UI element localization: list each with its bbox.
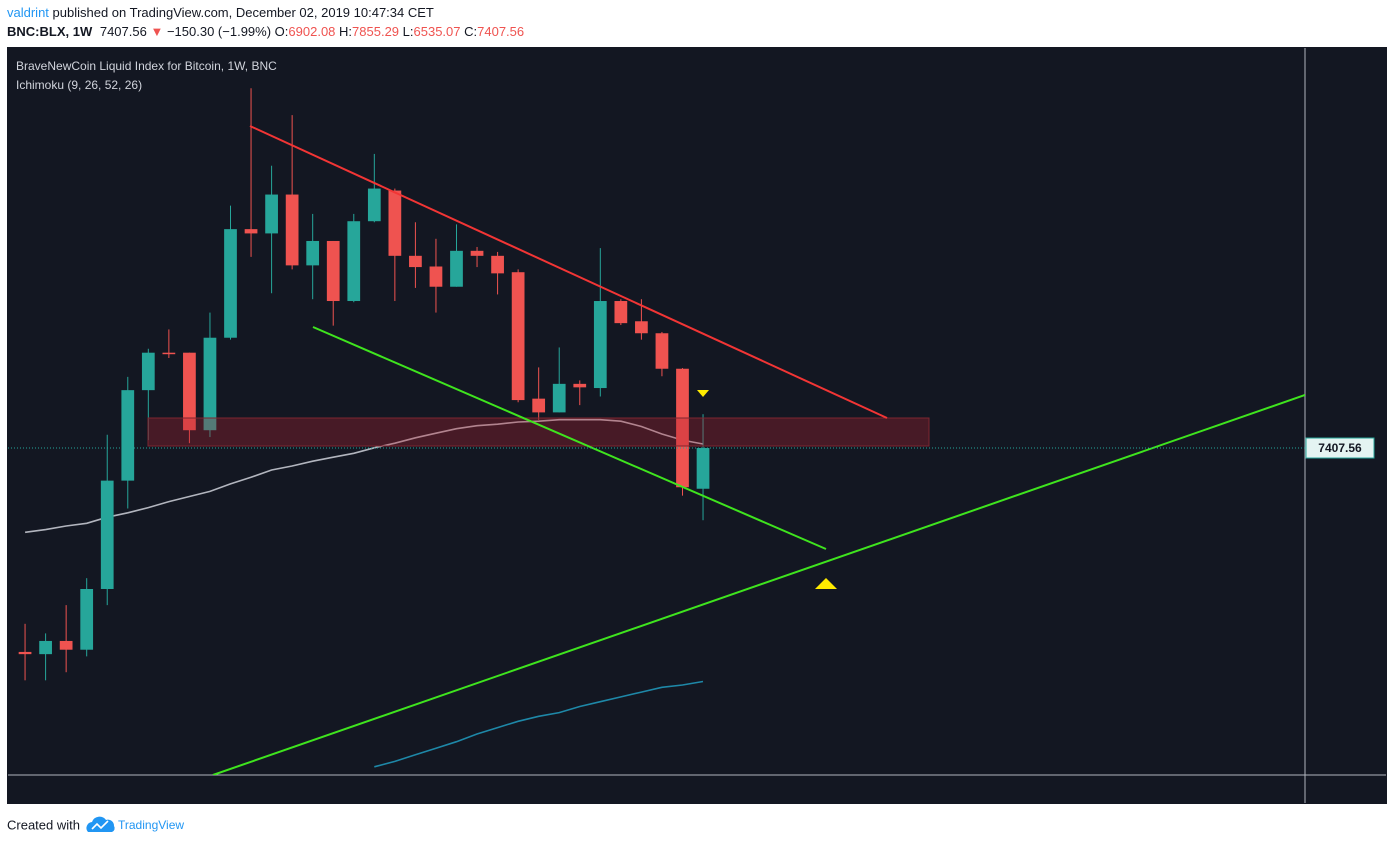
arrow-down[interactable]: [697, 390, 709, 397]
candle-body: [224, 229, 237, 338]
symbol: BNC:BLX, 1W: [7, 24, 93, 39]
candle-body: [203, 337, 217, 431]
close-label: C:: [464, 24, 477, 39]
candle-body: [409, 255, 422, 268]
chart-background: [7, 47, 1387, 804]
resistance-zone[interactable]: [147, 417, 930, 447]
candle-body: [614, 301, 628, 324]
candle-body: [450, 250, 463, 287]
plot: [18, 88, 710, 768]
tradingview-logo: [86, 816, 115, 832]
candle-body: [676, 368, 689, 488]
candle-body: [573, 383, 587, 388]
axis-overlay: 7407.56: [8, 437, 1375, 459]
candle-body: [59, 640, 73, 650]
close-value: 7407.56: [477, 24, 524, 39]
candle-body: [244, 229, 258, 234]
brand[interactable]: TradingView: [118, 818, 184, 832]
open-label: O:: [275, 24, 289, 39]
candle-body: [100, 480, 114, 589]
candle-body: [367, 188, 381, 222]
chart-title: BraveNewCoin Liquid Index for Bitcoin, 1…: [16, 59, 277, 73]
channel-support[interactable]: [312, 326, 827, 550]
high-value: 7855.29: [352, 24, 399, 39]
long-term-support[interactable]: [212, 394, 1305, 775]
candle-body: [183, 352, 196, 431]
candle-body: [491, 255, 504, 274]
candle-body: [696, 448, 710, 489]
candle-body: [552, 383, 566, 413]
change-arrow: ▼: [150, 24, 163, 39]
candle-body: [532, 398, 546, 413]
last-price-label: 7407.56: [1318, 441, 1362, 455]
candle-body: [121, 390, 135, 481]
indicator-legend: Ichimoku (9, 26, 52, 26): [16, 78, 142, 92]
published: published on TradingView.com, December 0…: [49, 5, 434, 20]
indicator-line: [24, 418, 704, 534]
publish-line: valdrint published on TradingView.com, D…: [7, 5, 434, 20]
descending-resistance[interactable]: [249, 125, 888, 419]
last-price-box: [1305, 437, 1375, 459]
candle-body: [347, 221, 361, 302]
candle-body: [265, 194, 278, 234]
change: −150.30 (−1.99%): [167, 24, 271, 39]
logo-line: [91, 820, 109, 830]
low-label: L:: [403, 24, 414, 39]
candle-body: [80, 588, 94, 650]
candle-body: [141, 352, 155, 391]
last-price: 7407.56: [100, 24, 147, 39]
candle-body: [285, 194, 299, 266]
low-value: 6535.07: [414, 24, 461, 39]
candle-body: [429, 266, 443, 287]
candle-body: [162, 352, 176, 355]
candle-body: [18, 651, 32, 655]
candle-body: [388, 190, 402, 256]
indicator-line: [374, 680, 704, 768]
logo-cloud: [86, 816, 115, 832]
arrow-up[interactable]: [815, 578, 837, 589]
candle-body: [593, 301, 607, 389]
candle-body: [470, 250, 484, 256]
symbol-line: BNC:BLX, 1W 7407.56 ▼ −150.30 (−1.99%) O…: [7, 24, 524, 39]
author[interactable]: valdrint: [7, 5, 49, 20]
candle-body: [326, 240, 340, 302]
candle-body: [635, 321, 648, 334]
drawings: [147, 125, 1305, 775]
candle-body: [306, 240, 320, 266]
created-with: Created with: [7, 817, 80, 832]
open-value: 6902.08: [288, 24, 335, 39]
candle-body: [655, 333, 669, 369]
candle-body: [39, 640, 52, 655]
high-label: H:: [339, 24, 352, 39]
candle-body: [511, 272, 525, 401]
